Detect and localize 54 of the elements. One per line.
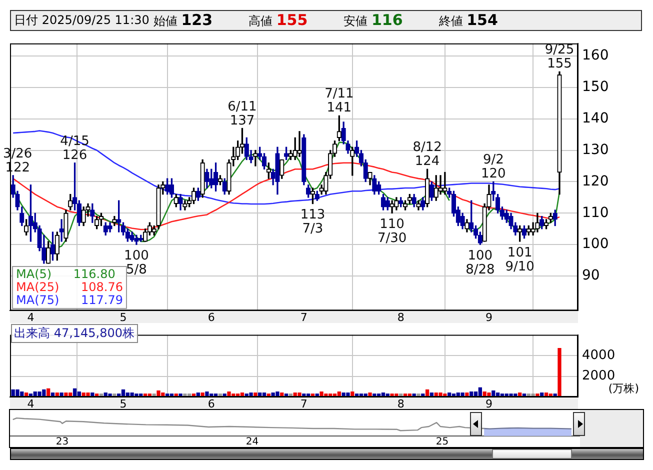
x-tick-label: 5 [120,397,127,410]
annotation: 101 9/10 [505,245,534,274]
annotation: 113 7/3 [300,208,326,237]
chart-title: 日付 2025/09/25 11:30 [14,12,150,29]
x-tick-label: 5 [120,311,127,324]
text: MA(5) 116.80 [16,267,116,281]
text: 高値 155 [248,11,308,30]
text: 終値 154 [438,11,498,30]
annotation: 9/2 120 [480,152,506,182]
y-tick-label: 140 [582,110,609,126]
annotation: 9/25 155 [544,42,574,72]
candlestick [442,172,448,195]
y-tick-label: 120 [582,173,609,190]
text: MA(25) 108.76 [16,280,123,294]
bar [156,390,160,397]
annotation: 8/12 124 [412,140,442,170]
bar [16,389,20,397]
x-tick-label: 7 [300,311,308,324]
x-tick-label: 25 [436,436,449,448]
y-tick-label: 110 [582,204,609,221]
x-tick-label: 8 [397,397,404,410]
x-tick-label: 7 [300,397,308,410]
annotation: 6/11 137 [228,99,257,128]
text: MA(75) 117.79 [16,293,123,307]
candlestick [253,150,258,166]
x-tick-label: 23 [56,436,69,448]
x-tick-label: 6 [208,397,215,410]
y-tick-label: 4000 [582,348,616,363]
annotation: 100 8/28 [466,248,495,278]
x-tick-label: 4 [27,311,34,324]
bar [558,348,562,397]
x-tick-label: 24 [246,436,259,448]
y-tick-label: 150 [582,79,609,96]
y-axis-title: (万株) [608,381,639,396]
x-tick-label: 9 [485,311,492,324]
y-tick-label: 90 [582,268,600,284]
annotation: 7/11 141 [324,86,354,116]
x-tick-label: 8 [397,311,404,324]
y-tick-label: 100 [582,236,609,252]
candlestick [297,131,302,157]
candlestick [438,175,443,195]
y-tick-label: 160 [582,48,609,64]
candlestick [59,219,64,242]
x-tick-label: 4 [27,397,34,410]
annotation: 100 5/8 [124,248,149,278]
annotation: 110 7/30 [377,217,407,246]
candlestick [390,200,394,214]
y-tick-label: 2000 [582,368,616,384]
chart-title: 出来高 47,145,800株 [11,324,138,343]
x-tick-label: 6 [208,311,215,324]
x-tick-label: 9 [485,397,492,410]
text: 始値 123 [153,11,213,30]
y-tick-label: 130 [582,142,609,158]
text: 安値 116 [344,11,403,30]
